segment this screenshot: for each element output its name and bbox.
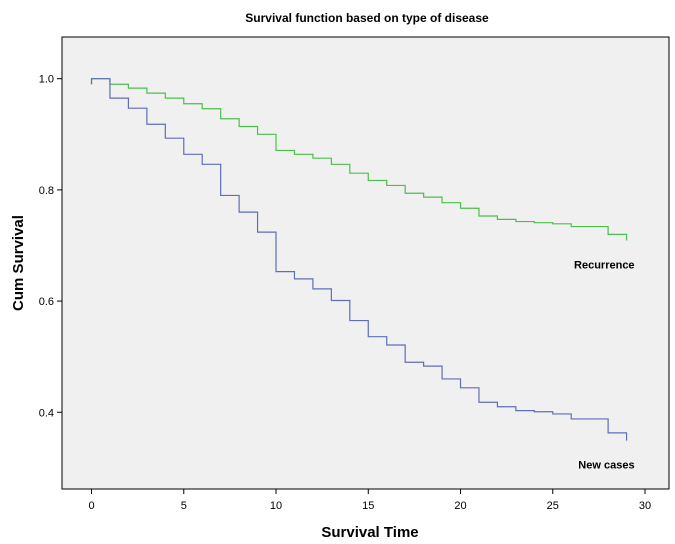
x-tick-label: 5 bbox=[181, 500, 187, 512]
x-tick-label: 20 bbox=[454, 500, 466, 512]
x-axis-title: Survival Time bbox=[321, 524, 418, 539]
x-axis: 0 5 10 15 20 25 30 bbox=[88, 489, 651, 512]
y-axis-title: Cum Survival bbox=[10, 215, 27, 311]
series-lines: Recurrence New cases bbox=[90, 78, 635, 472]
chart-title: Survival function based on type of disea… bbox=[245, 11, 489, 25]
x-tick-label: 10 bbox=[270, 500, 282, 512]
y-tick-label: 1.0 bbox=[39, 74, 54, 86]
y-tick-label: 0.6 bbox=[39, 296, 54, 308]
y-tick-label: 0.8 bbox=[39, 185, 54, 197]
y-tick-label: 0.4 bbox=[39, 407, 54, 419]
y-axis: 0.4 0.6 0.8 1.0 bbox=[39, 74, 62, 419]
x-tick-label: 30 bbox=[639, 500, 651, 512]
x-tick-label: 0 bbox=[88, 500, 94, 512]
series-line-new-cases bbox=[90, 78, 628, 441]
x-tick-label: 15 bbox=[362, 500, 374, 512]
series-line-recurrence bbox=[90, 78, 628, 241]
series-label-recurrence: Recurrence bbox=[574, 259, 635, 271]
x-tick-label: 25 bbox=[547, 500, 559, 512]
series-label-new-cases: New cases bbox=[578, 460, 634, 472]
